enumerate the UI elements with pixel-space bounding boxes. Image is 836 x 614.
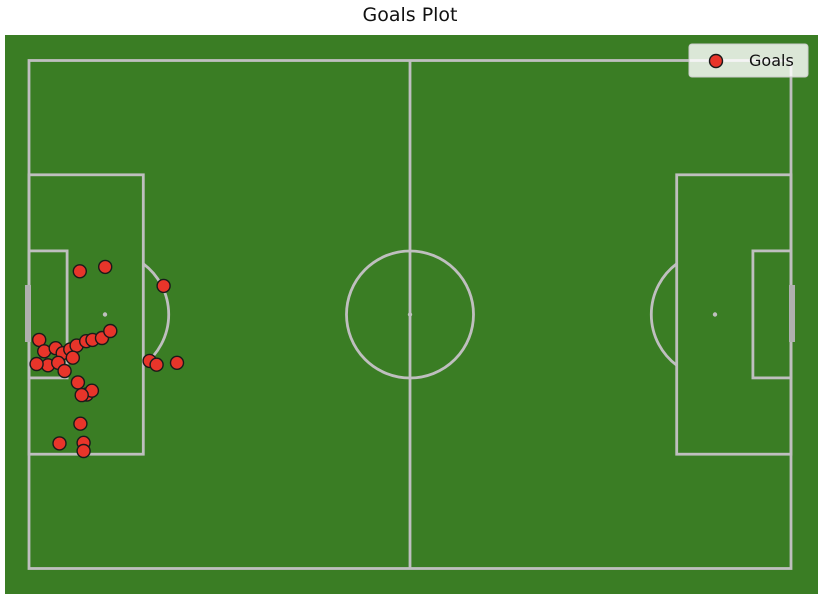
right-penalty-arc <box>649 262 678 367</box>
goal-marker-25 <box>169 355 185 370</box>
left-penalty-arc <box>142 262 171 367</box>
left-penalty-spot <box>102 312 108 317</box>
legend-label-goals: Goals <box>749 51 794 70</box>
right-penalty-spot <box>712 312 718 317</box>
goal-marker-1 <box>97 259 113 275</box>
goal-marker-27 <box>52 436 67 451</box>
goal-marker-2 <box>72 264 88 279</box>
legend-box <box>688 43 809 78</box>
goal-marker-29 <box>76 443 91 459</box>
goal-marker-3 <box>156 278 171 294</box>
goal-marker-19 <box>70 375 86 390</box>
goal-marker-24 <box>149 357 164 372</box>
centre-circle <box>345 249 475 380</box>
legend: Goals <box>688 43 809 78</box>
chart-title: Goals Plot <box>362 4 458 26</box>
goal-markers <box>29 259 185 459</box>
goal-marker-18 <box>29 356 44 372</box>
goal-marker-13 <box>103 323 118 339</box>
goal-marker-26 <box>73 416 88 431</box>
legend-marker <box>708 53 724 69</box>
centre-spot <box>407 312 413 317</box>
goal-marker-22 <box>74 387 89 403</box>
goal-marker-16 <box>57 363 72 379</box>
goal-marker-17 <box>65 350 81 365</box>
